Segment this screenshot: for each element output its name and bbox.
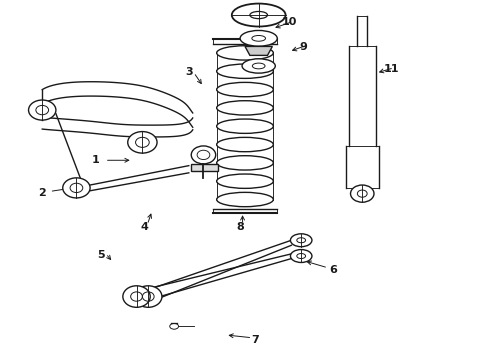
Ellipse shape [217,156,273,170]
Text: 7: 7 [251,334,259,345]
Polygon shape [345,146,379,188]
Ellipse shape [217,82,273,97]
Text: 11: 11 [384,64,399,74]
Polygon shape [213,209,277,213]
Ellipse shape [291,234,312,247]
Polygon shape [348,45,376,146]
Polygon shape [245,46,272,55]
Ellipse shape [291,249,312,262]
Ellipse shape [240,31,277,46]
Text: 9: 9 [300,42,308,52]
Ellipse shape [170,323,178,329]
Ellipse shape [123,286,150,307]
Ellipse shape [217,64,273,78]
Text: 4: 4 [141,222,149,231]
Ellipse shape [217,101,273,115]
Text: 6: 6 [329,265,337,275]
Ellipse shape [350,185,374,202]
Text: 10: 10 [281,17,296,27]
Text: 1: 1 [92,155,100,165]
Ellipse shape [217,174,273,188]
Ellipse shape [128,132,157,153]
Ellipse shape [28,100,56,120]
Ellipse shape [63,178,90,198]
Ellipse shape [232,4,286,27]
Polygon shape [191,164,218,171]
Text: 8: 8 [236,222,244,231]
Ellipse shape [217,46,273,60]
Ellipse shape [217,192,273,207]
Text: 2: 2 [38,188,46,198]
Ellipse shape [217,138,273,152]
Ellipse shape [217,119,273,134]
Text: 3: 3 [185,67,193,77]
Ellipse shape [135,286,162,307]
Polygon shape [213,40,277,44]
Text: 5: 5 [97,250,105,260]
Polygon shape [357,16,367,45]
Ellipse shape [242,59,275,73]
